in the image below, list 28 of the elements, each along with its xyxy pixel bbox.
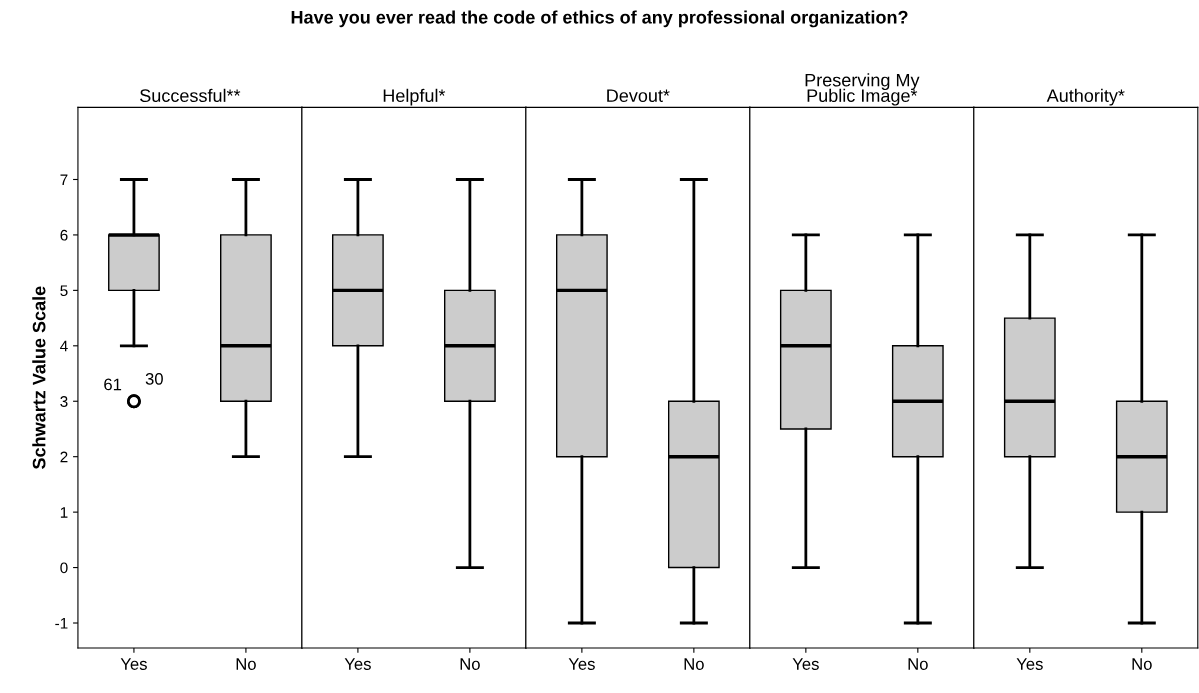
text: Have you ever read the code of ethics of any professional organization? [291,10,908,28]
chart-title: Devout* [607,89,670,103]
y-tick-label: 0 [60,562,68,574]
x-tick-label: No [908,658,928,670]
y-tick-label: 7 [60,174,68,186]
y-tick-label: 6 [60,229,68,241]
x-tick-label: No [684,658,704,670]
y-tick-label: 2 [60,451,68,463]
chart-title: Helpful* [383,88,446,106]
chart-title: Preserving My Public Image* [805,73,920,106]
x-tick-label: Yes [1016,658,1043,670]
y-tick-label: 4 [60,340,68,352]
y-tick-label: 3 [60,396,68,407]
x-tick-label: No [460,658,480,670]
x-tick-label: Yes [568,658,595,670]
x-tick-label: Yes [344,658,371,670]
annotation: 61 [104,378,122,391]
chart-title: Successful** [140,88,241,103]
y-tick-label: 5 [60,285,68,297]
x-tick-label: No [236,658,256,670]
chart-title: Authority* [1046,88,1125,106]
y-tick-label: 1 [60,507,68,518]
y-axis-title: Schwartz Value Scale [32,286,46,469]
x-tick-label: No [1132,658,1152,670]
y-tick-label: -1 [55,618,68,629]
annotation: 30 [145,372,163,385]
x-tick-label: Yes [792,658,819,670]
x-tick-label: Yes [120,658,147,670]
